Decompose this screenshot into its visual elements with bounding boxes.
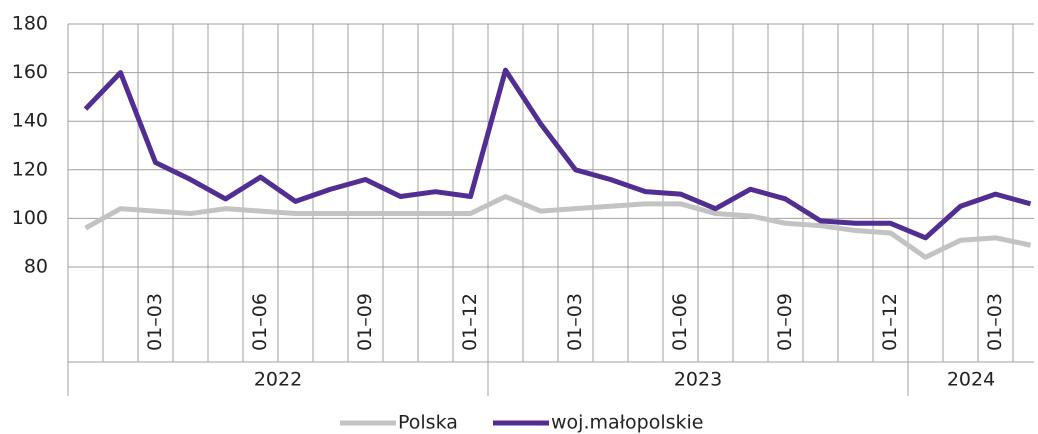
group-label: 2023 — [674, 369, 722, 391]
x-tick-label: 01–03 — [984, 293, 1006, 351]
x-tick-label: 01–09 — [774, 293, 796, 351]
group-label: 2022 — [254, 369, 302, 391]
y-tick-label: 120 — [12, 158, 48, 180]
x-tick-label: 01–06 — [669, 293, 691, 351]
y-tick-label: 140 — [12, 110, 48, 132]
x-tick-label: 01–09 — [354, 293, 376, 351]
y-tick-label: 80 — [24, 256, 48, 278]
labels: 80 100 120 140 160 180 2022 2023 2024 01–03 01–06 0… — [12, 13, 1006, 434]
x-tick-label: 01–03 — [144, 293, 166, 351]
legend-label: Polska — [398, 412, 458, 434]
x-tick-label: 01–06 — [249, 293, 271, 351]
lines — [83, 67, 1032, 260]
x-tick-label: 01–12 — [879, 293, 901, 351]
x-tick-label: 01–03 — [564, 293, 586, 351]
legend-label: woj.małopolskie — [551, 412, 704, 434]
series-line — [83, 67, 1032, 241]
x-tick-label: 01–12 — [459, 293, 481, 351]
y-tick-label: 180 — [12, 13, 48, 35]
group-label: 2024 — [947, 369, 995, 391]
series-line — [84, 194, 1032, 260]
y-tick-label: 100 — [12, 207, 48, 229]
y-tick-label: 160 — [12, 61, 48, 83]
